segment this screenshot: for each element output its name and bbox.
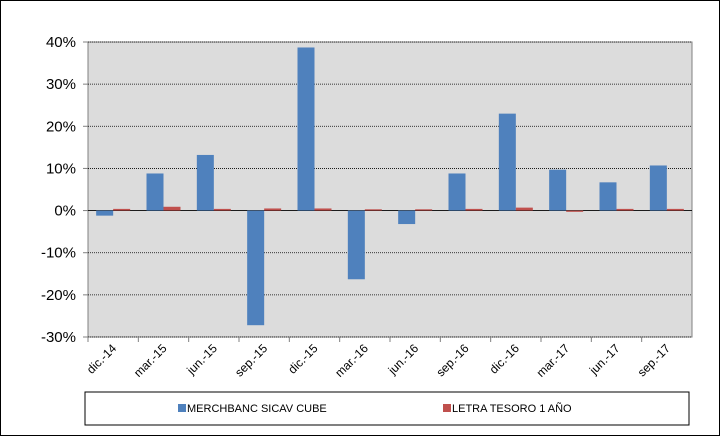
bar	[666, 208, 684, 211]
bar	[347, 210, 365, 280]
bar	[549, 169, 567, 211]
bar	[398, 210, 416, 225]
bar	[566, 210, 584, 212]
bar	[96, 210, 114, 216]
y-tick-label: -20%	[41, 287, 76, 304]
bar	[196, 154, 214, 211]
bar	[616, 208, 634, 211]
bar	[113, 208, 131, 211]
y-tick-label: -30%	[41, 329, 76, 346]
bar	[163, 206, 181, 211]
bar	[649, 165, 667, 211]
bar	[364, 209, 382, 211]
y-tick-label: 40%	[46, 34, 76, 51]
bar	[599, 182, 617, 211]
bar	[465, 208, 483, 211]
y-tick-label: 0%	[54, 203, 76, 220]
legend-label: LETRA TESORO 1 AÑO	[452, 402, 572, 415]
plot-area	[87, 41, 693, 338]
bar	[247, 210, 265, 326]
bar	[448, 173, 466, 211]
y-tick-label: 20%	[46, 118, 76, 135]
legend-label: MERCHBANC SICAV CUBE	[187, 403, 327, 415]
bar	[264, 208, 282, 211]
y-tick-label: 30%	[46, 76, 76, 93]
bar	[297, 47, 315, 211]
bar	[515, 207, 533, 211]
legend-swatch	[178, 404, 186, 412]
bar	[498, 113, 516, 211]
bar	[415, 209, 433, 211]
bar	[146, 173, 164, 211]
legend-swatch	[443, 404, 451, 412]
y-tick-label: -10%	[41, 245, 76, 262]
legend-box	[84, 391, 690, 426]
y-tick-label: 10%	[46, 160, 76, 177]
bar	[213, 208, 231, 211]
bar	[314, 208, 332, 211]
